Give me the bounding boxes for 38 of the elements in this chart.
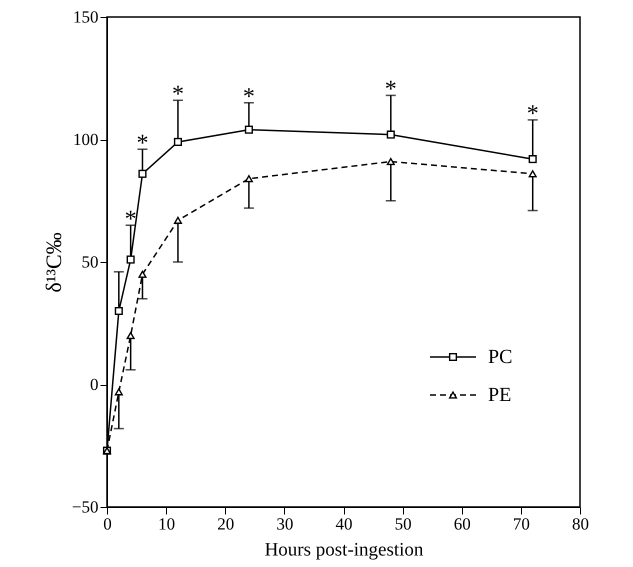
point — [114, 388, 123, 396]
y-tick-label: 0 — [90, 375, 98, 394]
point — [244, 126, 253, 134]
point — [174, 216, 182, 224]
x-tick-label: 0 — [103, 514, 112, 534]
legend-label: PC — [488, 346, 512, 368]
annotation: * — [242, 84, 255, 110]
point — [138, 170, 147, 178]
x-tick-label: 10 — [158, 514, 176, 534]
annotation: * — [526, 100, 539, 127]
point — [244, 175, 253, 182]
point — [386, 130, 395, 139]
y-tick-label: 100 — [73, 130, 98, 149]
point — [386, 158, 395, 166]
x-tick-label: 50 — [394, 514, 412, 534]
annotation: * — [124, 206, 137, 232]
y-tick-label: −50 — [72, 498, 98, 516]
point — [126, 255, 135, 264]
x-tick-label: 30 — [276, 514, 294, 534]
y-tick-label: 150 — [73, 8, 98, 26]
x-tick-label: 60 — [454, 514, 471, 534]
x-tick-label: 70 — [512, 514, 530, 534]
y-tick-label: 50 — [82, 252, 98, 272]
legend-label: PE — [488, 384, 512, 406]
point — [174, 138, 182, 146]
point — [126, 332, 135, 340]
y-axis-title: δ¹³C‰ — [40, 232, 66, 293]
point — [528, 170, 537, 178]
x-tick-label: 40 — [336, 514, 352, 534]
x-tick-label: 80 — [572, 514, 589, 534]
point — [114, 306, 123, 316]
point — [138, 270, 147, 278]
annotation: * — [136, 130, 148, 156]
x-tick-label: 20 — [217, 514, 234, 534]
annotation: * — [384, 76, 397, 102]
point — [528, 155, 537, 164]
annotation: * — [172, 81, 184, 108]
x-axis-title: Hours post-ingestion — [264, 540, 424, 560]
